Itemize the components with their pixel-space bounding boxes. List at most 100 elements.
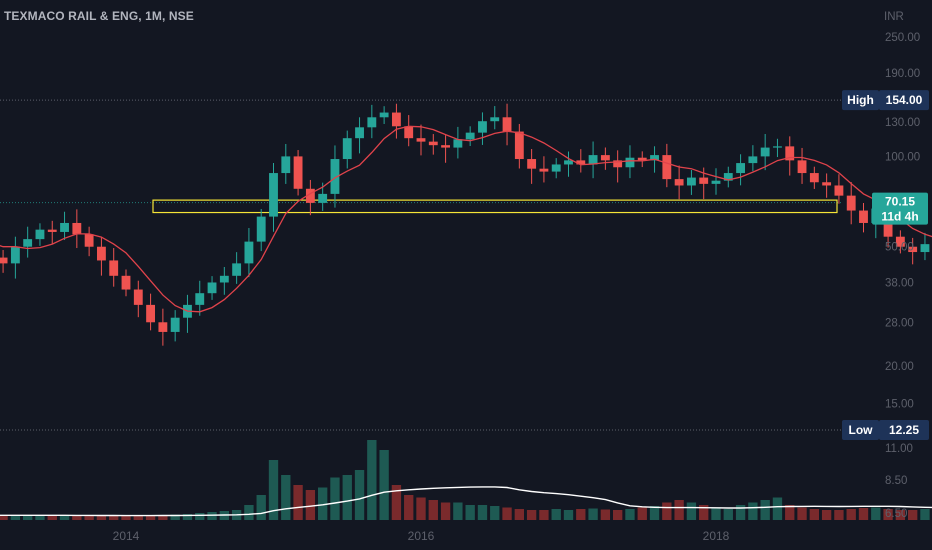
candle-body bbox=[60, 222, 69, 232]
volume-bar bbox=[686, 502, 697, 520]
candle-body bbox=[23, 239, 33, 247]
y-tick-label: 20.00 bbox=[885, 361, 914, 373]
volume-bar bbox=[465, 505, 475, 520]
candle-body bbox=[391, 112, 401, 127]
y-tick-label: 6.50 bbox=[885, 508, 907, 520]
volume-bar bbox=[612, 510, 623, 520]
x-tick-label: 2018 bbox=[703, 529, 730, 543]
last-price-countdown: 11d 4h bbox=[881, 210, 918, 224]
y-tick-label: 8.50 bbox=[885, 475, 907, 487]
volume-bar bbox=[526, 510, 537, 520]
volume-bar bbox=[772, 497, 783, 520]
volume-bar bbox=[551, 509, 561, 520]
volume-bar bbox=[563, 510, 574, 520]
candle-body bbox=[895, 236, 905, 247]
y-tick-label: 250.00 bbox=[885, 32, 920, 44]
volume-bar bbox=[342, 475, 352, 520]
moving-average-layer bbox=[0, 125, 932, 313]
volume-bar bbox=[785, 505, 795, 520]
volume-bar bbox=[96, 516, 107, 520]
volume-bar bbox=[182, 514, 193, 520]
candle-body bbox=[207, 282, 217, 294]
volume-bar bbox=[244, 505, 254, 520]
candle-body bbox=[809, 173, 819, 183]
candle-body bbox=[908, 246, 918, 253]
volume-bar bbox=[367, 440, 377, 520]
candle-body bbox=[625, 157, 635, 168]
volume-bar bbox=[748, 502, 758, 520]
volume-bar bbox=[637, 507, 647, 520]
currency-label: INR bbox=[884, 11, 904, 23]
candle-body bbox=[121, 275, 131, 290]
volume-bar bbox=[453, 502, 463, 520]
volume-bar bbox=[895, 510, 906, 520]
candle-body bbox=[195, 293, 205, 305]
candle-body bbox=[170, 317, 180, 332]
volume-bar bbox=[10, 515, 21, 520]
volume-bar bbox=[883, 509, 893, 520]
candle-body bbox=[367, 117, 377, 128]
low-tag: Low 12.25 bbox=[842, 420, 929, 440]
volume-bar bbox=[72, 515, 82, 520]
candle-body bbox=[674, 179, 684, 186]
volume-bar bbox=[145, 515, 156, 520]
candle-body bbox=[748, 156, 758, 164]
candle-body bbox=[650, 155, 659, 161]
candle-body bbox=[785, 146, 795, 161]
volume-bar bbox=[281, 475, 291, 520]
low-tag-label-bg bbox=[842, 420, 879, 440]
volume-bar bbox=[576, 509, 586, 520]
volume-bar bbox=[502, 507, 512, 520]
candle-body bbox=[773, 146, 782, 148]
candle-body bbox=[441, 145, 451, 148]
candle-body bbox=[478, 121, 487, 133]
volume-bars bbox=[0, 440, 930, 520]
candle-body bbox=[686, 177, 696, 186]
volume-bar bbox=[490, 506, 500, 520]
volume-bar bbox=[133, 515, 143, 520]
volume-bar bbox=[871, 507, 881, 520]
volume-bar bbox=[600, 509, 611, 520]
candle-body bbox=[269, 173, 278, 217]
candle-body bbox=[539, 168, 549, 172]
volume-bar bbox=[846, 509, 856, 520]
volume-bar bbox=[293, 485, 303, 520]
candle-body bbox=[465, 132, 475, 140]
candle-body bbox=[281, 156, 291, 174]
candle-body bbox=[736, 163, 746, 174]
candle-body bbox=[355, 127, 364, 139]
candle-body bbox=[662, 155, 672, 180]
candle-body bbox=[379, 112, 389, 118]
candle-body bbox=[453, 139, 463, 148]
candle-body bbox=[613, 160, 623, 168]
candle-body bbox=[428, 141, 438, 146]
volume-ma-layer bbox=[0, 486, 932, 517]
candle-body bbox=[35, 229, 45, 240]
candle-body bbox=[859, 210, 868, 223]
volume-bar bbox=[121, 516, 131, 520]
volume-bar bbox=[305, 490, 316, 520]
candle-body bbox=[133, 289, 143, 305]
volume-bar bbox=[158, 515, 168, 520]
volume-bar bbox=[391, 485, 402, 520]
candle-body bbox=[711, 180, 721, 184]
candle-body bbox=[293, 156, 303, 189]
high-tag-value-bg bbox=[879, 90, 929, 111]
candle-body bbox=[846, 195, 856, 211]
volume-bar bbox=[907, 510, 918, 520]
volume-bar bbox=[797, 507, 807, 520]
candle-body bbox=[600, 155, 610, 161]
moving-average-line bbox=[0, 125, 932, 313]
candle-body bbox=[342, 138, 352, 160]
volume-bar bbox=[354, 470, 365, 520]
volume-ma-line bbox=[0, 486, 932, 517]
volume-bar bbox=[723, 509, 733, 520]
volume-bar bbox=[440, 502, 451, 520]
candle-body bbox=[318, 193, 328, 203]
volume-bar bbox=[514, 509, 525, 520]
candle-body bbox=[84, 234, 94, 247]
y-tick-label: 15.00 bbox=[885, 399, 914, 411]
volume-bar bbox=[858, 508, 869, 520]
